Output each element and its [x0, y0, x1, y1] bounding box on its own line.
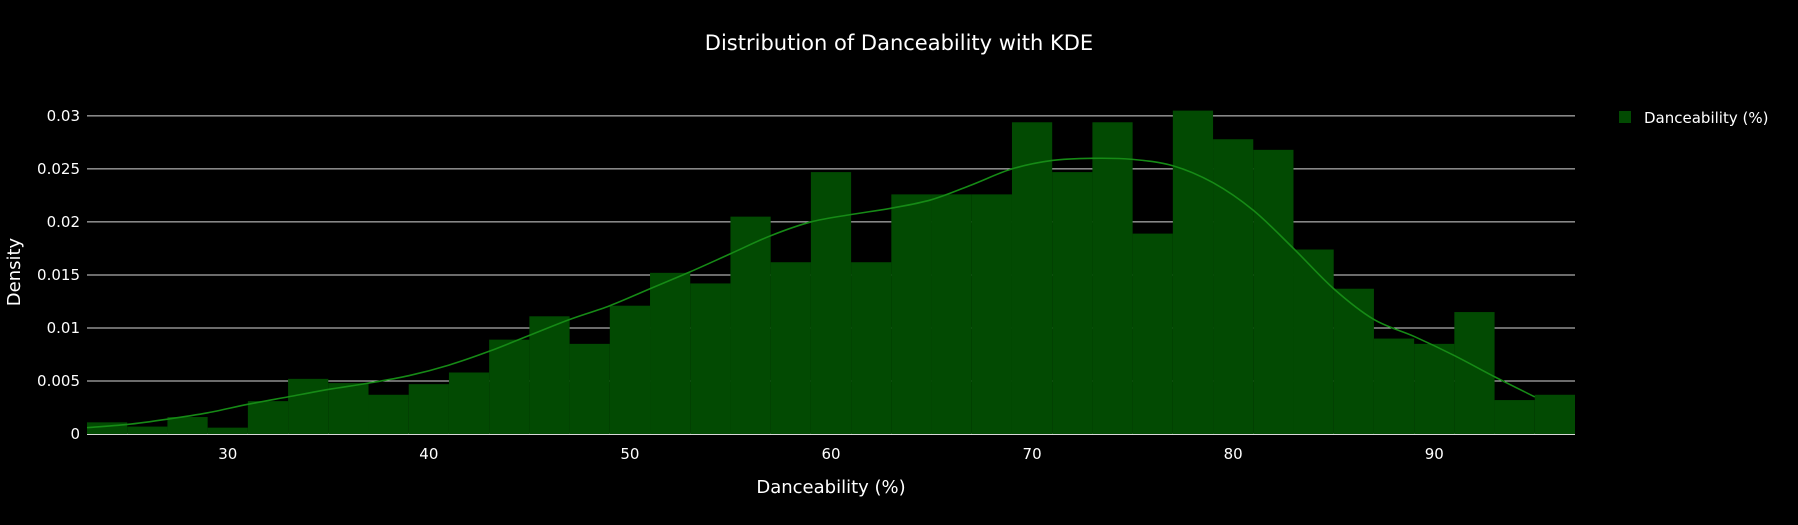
- histogram-bar[interactable]: [1052, 172, 1093, 434]
- histogram-bar[interactable]: [1011, 122, 1053, 435]
- histogram-bar[interactable]: [288, 378, 329, 434]
- kde-curve-group: [86, 157, 1536, 429]
- histogram-bar[interactable]: [650, 272, 691, 434]
- x-tick-label: 70: [1023, 445, 1042, 463]
- histogram-bar[interactable]: [87, 422, 128, 434]
- histogram-bar[interactable]: [1494, 400, 1535, 434]
- y-tick-label: 0.005: [37, 372, 80, 390]
- histogram-bar[interactable]: [1172, 110, 1214, 434]
- histogram-bar[interactable]: [328, 383, 369, 434]
- y-tick-label: 0.01: [47, 319, 80, 337]
- y-tick-label: 0.02: [47, 213, 80, 231]
- y-tick-label: 0.03: [47, 107, 80, 125]
- histogram-bar[interactable]: [690, 283, 731, 434]
- y-tick-label: 0.025: [37, 160, 80, 178]
- histogram-bar[interactable]: [1132, 233, 1173, 434]
- histogram-bar[interactable]: [1253, 149, 1294, 435]
- histogram-bar[interactable]: [971, 194, 1012, 434]
- legend-label: Danceability (%): [1644, 109, 1768, 127]
- histogram-bar[interactable]: [207, 427, 248, 434]
- histogram-bar[interactable]: [1293, 249, 1334, 434]
- histogram-bar[interactable]: [730, 216, 771, 434]
- x-tick-label: 90: [1425, 445, 1444, 463]
- histogram-bar[interactable]: [1373, 338, 1415, 434]
- histogram-bar[interactable]: [368, 394, 409, 434]
- x-tick-label: 30: [218, 445, 237, 463]
- histogram-bar[interactable]: [1092, 122, 1133, 435]
- y-tick-labels: 0 0.005 0.01 0.015 0.02 0.025 0.03: [37, 107, 80, 443]
- y-tick-label: 0.015: [37, 266, 80, 284]
- x-tick-label: 40: [419, 445, 438, 463]
- histogram-bar[interactable]: [569, 343, 610, 434]
- legend-swatch: [1619, 111, 1631, 123]
- x-tick-label: 80: [1224, 445, 1243, 463]
- x-tick-label: 50: [620, 445, 639, 463]
- histogram-bar[interactable]: [609, 305, 651, 434]
- histogram-bar[interactable]: [127, 426, 168, 434]
- x-axis-title: Danceability (%): [756, 477, 905, 498]
- histogram-bar[interactable]: [1213, 139, 1254, 434]
- histogram-bar[interactable]: [1534, 394, 1575, 434]
- histogram-bar[interactable]: [1333, 288, 1374, 434]
- histogram-bar[interactable]: [931, 194, 972, 434]
- kde-line: [86, 157, 1536, 429]
- histogram-bar[interactable]: [770, 262, 811, 434]
- histogram-bar[interactable]: [167, 417, 208, 434]
- histogram-bar[interactable]: [810, 172, 852, 434]
- histogram-bar[interactable]: [1414, 343, 1455, 434]
- histogram-bar[interactable]: [448, 372, 490, 434]
- y-tick-label: 0: [70, 425, 80, 443]
- histogram-bar[interactable]: [408, 384, 449, 434]
- histogram-bar[interactable]: [891, 194, 932, 434]
- x-tick-label: 60: [821, 445, 840, 463]
- histogram-bar[interactable]: [529, 316, 570, 434]
- histogram-bars: [87, 110, 1575, 435]
- histogram-bar[interactable]: [851, 262, 892, 434]
- chart-title: Distribution of Danceability with KDE: [705, 31, 1093, 55]
- legend[interactable]: Danceability (%): [1619, 109, 1768, 127]
- histogram-bar[interactable]: [247, 401, 289, 434]
- histogram-bar[interactable]: [489, 339, 530, 434]
- y-axis-title: Density: [4, 237, 25, 306]
- x-tick-labels: 30 40 50 60 70 80 90: [218, 445, 1444, 463]
